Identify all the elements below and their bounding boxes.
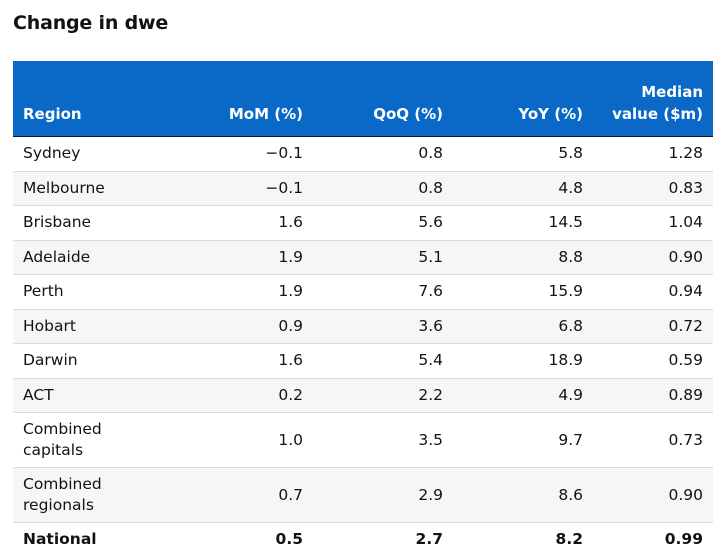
table-row: Combined regionals 0.7 2.9 8.6 0.90 <box>13 468 713 523</box>
table-row: Darwin 1.6 5.4 18.9 0.59 <box>13 344 713 379</box>
cell-median: 0.89 <box>593 378 713 413</box>
cell-region-line2: capitals <box>23 441 83 459</box>
cell-yoy: 8.6 <box>453 468 593 523</box>
cell-qoq: 2.2 <box>313 378 453 413</box>
cell-region: Brisbane <box>13 206 173 241</box>
cell-mom: 1.9 <box>173 275 313 310</box>
cell-qoq: 3.5 <box>313 413 453 468</box>
data-table-container: Region MoM (%) QoQ (%) YoY (%) Median va… <box>13 61 713 556</box>
cell-yoy: 4.8 <box>453 171 593 206</box>
table-body: Sydney −0.1 0.8 5.8 1.28 Melbourne −0.1 … <box>13 137 713 556</box>
cell-region: Darwin <box>13 344 173 379</box>
cell-mom: 1.0 <box>173 413 313 468</box>
cell-median: 0.94 <box>593 275 713 310</box>
cell-yoy: 4.9 <box>453 378 593 413</box>
cell-region: ACT <box>13 378 173 413</box>
cell-mom: 1.9 <box>173 240 313 275</box>
cell-region: Sydney <box>13 137 173 172</box>
cell-region: Adelaide <box>13 240 173 275</box>
cell-yoy: 15.9 <box>453 275 593 310</box>
cell-median: 0.73 <box>593 413 713 468</box>
table-row: Melbourne −0.1 0.8 4.8 0.83 <box>13 171 713 206</box>
cell-median: 0.90 <box>593 468 713 523</box>
cell-qoq: 7.6 <box>313 275 453 310</box>
cell-qoq: 3.6 <box>313 309 453 344</box>
cell-yoy: 6.8 <box>453 309 593 344</box>
cell-region: National <box>13 523 173 556</box>
table-row: Hobart 0.9 3.6 6.8 0.72 <box>13 309 713 344</box>
cell-region: Combined capitals <box>13 413 173 468</box>
column-header-median-line2: value ($m) <box>612 105 703 123</box>
cell-region-line1: Combined <box>23 420 102 438</box>
cell-mom: −0.1 <box>173 137 313 172</box>
column-header-yoy: YoY (%) <box>453 61 593 137</box>
table-row: Combined capitals 1.0 3.5 9.7 0.73 <box>13 413 713 468</box>
cell-mom: 0.7 <box>173 468 313 523</box>
table-header: Region MoM (%) QoQ (%) YoY (%) Median va… <box>13 61 713 137</box>
cell-mom: 0.2 <box>173 378 313 413</box>
cell-yoy: 8.2 <box>453 523 593 556</box>
cell-mom: −0.1 <box>173 171 313 206</box>
cell-yoy: 5.8 <box>453 137 593 172</box>
table-row: Adelaide 1.9 5.1 8.8 0.90 <box>13 240 713 275</box>
cell-yoy: 14.5 <box>453 206 593 241</box>
cell-qoq: 0.8 <box>313 137 453 172</box>
cell-qoq: 2.9 <box>313 468 453 523</box>
cell-median: 0.83 <box>593 171 713 206</box>
cell-yoy: 8.8 <box>453 240 593 275</box>
cell-region-line1: Combined <box>23 475 102 493</box>
cell-mom: 0.5 <box>173 523 313 556</box>
table-row: Sydney −0.1 0.8 5.8 1.28 <box>13 137 713 172</box>
cell-region: Hobart <box>13 309 173 344</box>
table-row: ACT 0.2 2.2 4.9 0.89 <box>13 378 713 413</box>
cell-qoq: 0.8 <box>313 171 453 206</box>
cell-region: Combined regionals <box>13 468 173 523</box>
cell-yoy: 18.9 <box>453 344 593 379</box>
cell-qoq: 5.6 <box>313 206 453 241</box>
column-header-qoq: QoQ (%) <box>313 61 453 137</box>
page-title: Change in dwe <box>13 12 168 34</box>
cell-mom: 0.9 <box>173 309 313 344</box>
table-row: Brisbane 1.6 5.6 14.5 1.04 <box>13 206 713 241</box>
cell-qoq: 2.7 <box>313 523 453 556</box>
column-header-region: Region <box>13 61 173 137</box>
cell-median: 0.72 <box>593 309 713 344</box>
cell-median: 1.04 <box>593 206 713 241</box>
cell-region: Perth <box>13 275 173 310</box>
column-header-median: Median value ($m) <box>593 61 713 137</box>
cell-yoy: 9.7 <box>453 413 593 468</box>
data-table: Region MoM (%) QoQ (%) YoY (%) Median va… <box>13 61 713 556</box>
cell-median: 0.59 <box>593 344 713 379</box>
cell-qoq: 5.4 <box>313 344 453 379</box>
cell-median: 1.28 <box>593 137 713 172</box>
column-header-mom: MoM (%) <box>173 61 313 137</box>
cell-qoq: 5.1 <box>313 240 453 275</box>
table-row-total: National 0.5 2.7 8.2 0.99 <box>13 523 713 556</box>
cell-region-line2: regionals <box>23 496 94 514</box>
header-row: Region MoM (%) QoQ (%) YoY (%) Median va… <box>13 61 713 137</box>
cell-region: Melbourne <box>13 171 173 206</box>
cell-median: 0.99 <box>593 523 713 556</box>
table-row: Perth 1.9 7.6 15.9 0.94 <box>13 275 713 310</box>
cell-median: 0.90 <box>593 240 713 275</box>
cell-mom: 1.6 <box>173 206 313 241</box>
column-header-median-line1: Median <box>641 83 703 101</box>
cell-mom: 1.6 <box>173 344 313 379</box>
